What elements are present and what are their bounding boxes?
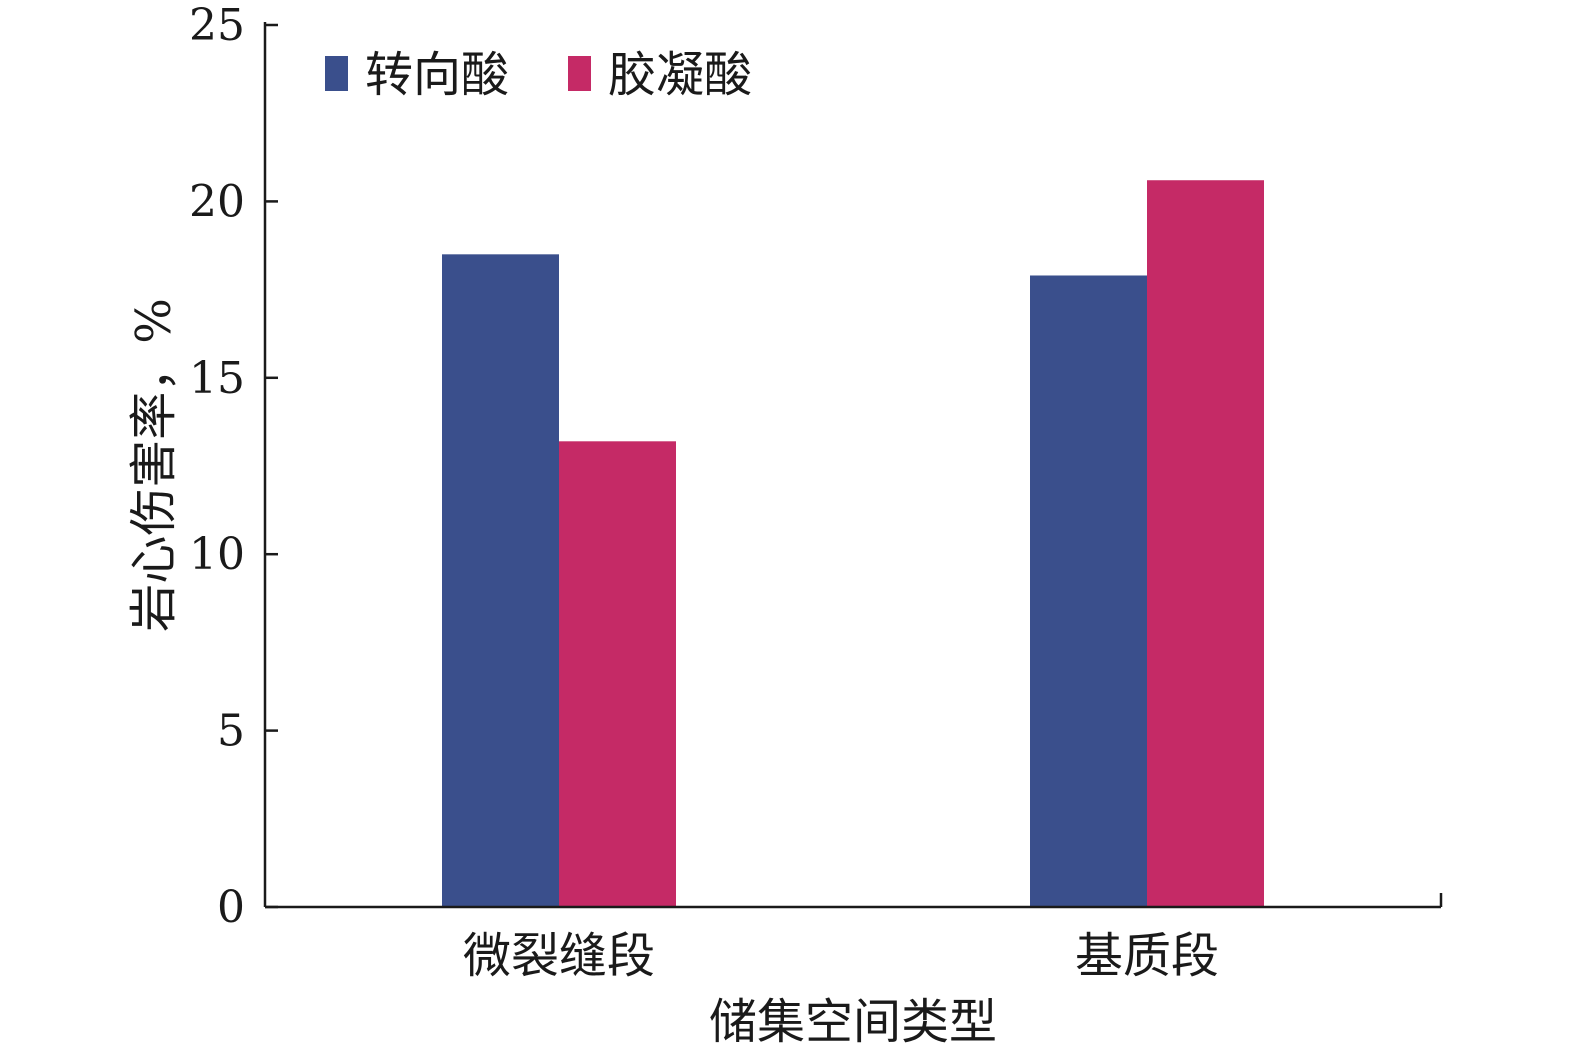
bar-1-1 bbox=[442, 254, 559, 907]
bar-2-1 bbox=[559, 441, 676, 907]
x-axis-title: 储集空间类型 bbox=[709, 994, 997, 1050]
y-tick-label: 15 bbox=[189, 353, 245, 404]
bar-1-2 bbox=[1030, 275, 1147, 907]
legend-label: 胶凝酸 bbox=[608, 47, 752, 103]
legend-swatch bbox=[325, 56, 348, 91]
category-labels: 微裂缝段 基质段 bbox=[463, 928, 1219, 984]
bar-2-2 bbox=[1147, 180, 1264, 907]
y-tick-label: 0 bbox=[217, 882, 245, 933]
y-tick-label: 10 bbox=[189, 529, 245, 580]
y-tick-label: 20 bbox=[189, 176, 245, 227]
legend-swatch bbox=[568, 56, 591, 91]
x-tick-label: 微裂缝段 bbox=[463, 928, 655, 984]
legend: 转向酸 胶凝酸 bbox=[325, 47, 752, 103]
y-axis-title: 岩心伤害率，% bbox=[126, 298, 182, 632]
x-tick-label: 基质段 bbox=[1075, 928, 1219, 984]
y-tick-label: 25 bbox=[189, 0, 245, 51]
y-tick-label: 5 bbox=[217, 706, 245, 757]
bars bbox=[442, 180, 1264, 907]
y-axis-ticks: 0 5 10 15 20 25 bbox=[189, 0, 278, 933]
legend-label: 转向酸 bbox=[365, 47, 509, 103]
